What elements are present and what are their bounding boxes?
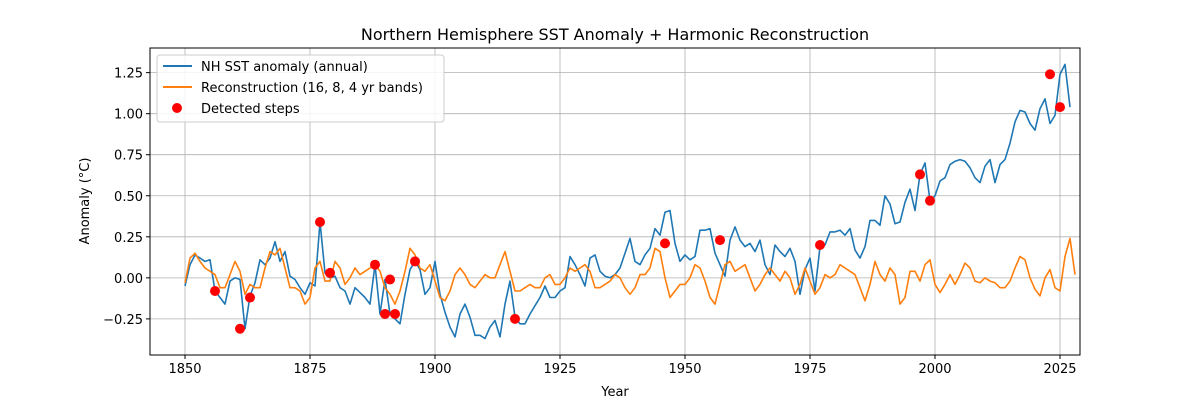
x-tick-label: 1950 — [668, 362, 701, 377]
y-tick-label: 1.25 — [114, 67, 143, 82]
step-point — [715, 235, 725, 246]
y-tick-label: 0.00 — [114, 272, 143, 287]
step-point — [245, 292, 255, 303]
x-tick-label: 1850 — [168, 362, 201, 377]
y-tick-label: 0.75 — [114, 149, 143, 164]
chart-title: Northern Hemisphere SST Anomaly + Harmon… — [361, 25, 869, 44]
legend-label-steps: Detected steps — [201, 102, 300, 117]
step-point — [1055, 102, 1065, 113]
step-point — [380, 308, 390, 319]
x-tick-label: 1875 — [293, 362, 326, 377]
step-point — [410, 256, 420, 267]
x-tick-label: 2000 — [918, 362, 951, 377]
step-point — [1045, 69, 1055, 80]
y-tick-label: 0.25 — [114, 231, 143, 246]
series-line-reconstruction — [184, 237, 1076, 305]
y-axis: −0.25 0.00 0.25 0.50 0.75 1.00 1.25 — [103, 67, 150, 328]
x-tick-label: 1975 — [793, 362, 826, 377]
points-layer — [210, 69, 1065, 334]
step-point — [390, 308, 400, 319]
step-point — [235, 323, 245, 334]
y-tick-label: −0.25 — [103, 313, 143, 328]
step-point — [315, 217, 325, 228]
y-axis-label: Anomaly (°C) — [78, 158, 93, 245]
legend-box — [156, 54, 445, 123]
legend: NH SST anomaly (annual) Reconstruction (… — [156, 54, 445, 123]
legend-marker-steps — [172, 103, 182, 113]
step-point — [210, 285, 220, 296]
x-axis: 1850 1875 1900 1925 1950 1975 2000 2025 — [168, 355, 1077, 377]
step-point — [915, 169, 925, 180]
step-point — [925, 195, 935, 206]
step-point — [815, 240, 825, 251]
y-tick-label: 0.50 — [114, 190, 143, 205]
x-axis-label: Year — [600, 385, 629, 400]
step-point — [325, 267, 335, 278]
legend-label-sst: NH SST anomaly (annual) — [201, 60, 368, 75]
x-tick-label: 2025 — [1043, 362, 1076, 377]
step-point — [510, 313, 520, 324]
step-point — [370, 259, 380, 270]
plot-frame — [149, 47, 1081, 356]
x-tick-label: 1900 — [418, 362, 451, 377]
legend-label-reconstruction: Reconstruction (16, 8, 4 yr bands) — [201, 81, 423, 96]
x-tick-label: 1925 — [543, 362, 576, 377]
y-tick-label: 1.00 — [114, 108, 143, 123]
step-point — [660, 238, 670, 249]
step-point — [385, 274, 395, 285]
